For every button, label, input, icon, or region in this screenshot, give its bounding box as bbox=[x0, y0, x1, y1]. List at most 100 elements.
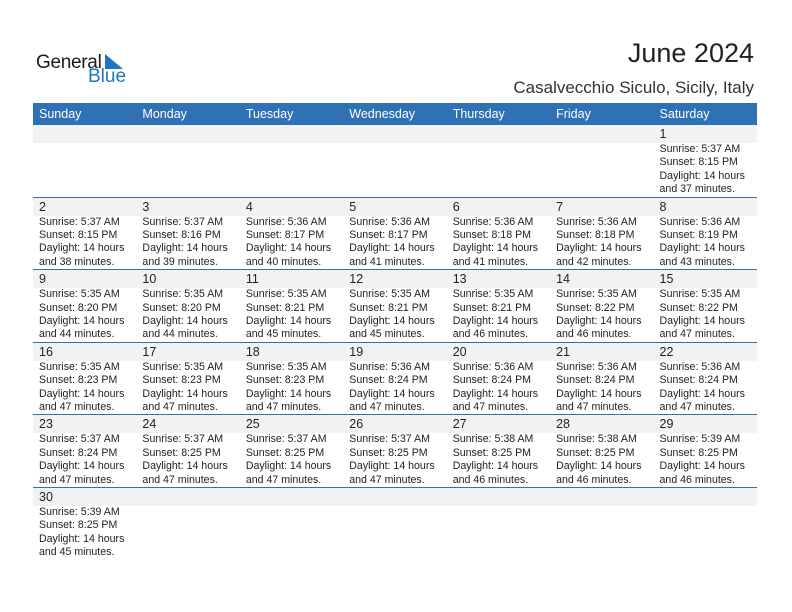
week-row: 16 Sunrise: 5:35 AM Sunset: 8:23 PM Dayligh… bbox=[33, 342, 757, 416]
empty-day-cell bbox=[447, 488, 550, 561]
empty-day-cell bbox=[654, 488, 757, 561]
sunset-text: Sunset: 8:24 PM bbox=[659, 374, 738, 387]
day-number: 2 bbox=[39, 199, 46, 214]
daylight-text: Daylight: 14 hours bbox=[659, 315, 745, 327]
day-cell: 21 Sunrise: 5:36 AM Sunset: 8:24 PM Dayligh… bbox=[550, 343, 653, 415]
daylight-text: Daylight: 14 hours bbox=[39, 242, 125, 255]
day-cell: 2 Sunrise: 5:37 AM Sunset: 8:15 PM Daylight… bbox=[33, 198, 136, 270]
day-cell: 16 Sunrise: 5:35 AM Sunset: 8:23 PM Dayligh… bbox=[33, 343, 136, 415]
day-cell: 26 Sunrise: 5:37 AM Sunset: 8:25 PM Dayligh… bbox=[343, 415, 446, 487]
weekday-friday: Friday bbox=[556, 107, 591, 121]
empty-day-cell bbox=[550, 488, 653, 561]
empty-day-cell bbox=[240, 125, 343, 197]
daylight-minutes-text: and 47 minutes. bbox=[349, 401, 425, 413]
daylight-minutes-text: and 44 minutes. bbox=[142, 328, 218, 341]
sunset-text: Sunset: 8:18 PM bbox=[452, 229, 532, 241]
sunrise-text: Sunrise: 5:39 AM bbox=[39, 505, 120, 518]
day-cell: 19 Sunrise: 5:36 AM Sunset: 8:24 PM Dayligh… bbox=[343, 343, 446, 415]
daylight-text: Daylight: 14 hours bbox=[659, 387, 745, 400]
calendar-weeks: 1 Sunrise: 5:37 AM Sunset: 8:15 PM Daylight… bbox=[33, 125, 757, 561]
daylight-text: Daylight: 14 hours bbox=[452, 242, 539, 255]
sunrise-text: Sunrise: 5:37 AM bbox=[39, 215, 120, 228]
sunset-text: Sunset: 8:17 PM bbox=[349, 229, 428, 241]
day-number: 13 bbox=[452, 272, 467, 287]
daylight-minutes-text: and 46 minutes. bbox=[452, 328, 529, 341]
sunrise-text: Sunrise: 5:37 AM bbox=[39, 433, 120, 446]
sunset-text: Sunset: 8:22 PM bbox=[556, 301, 635, 314]
daylight-text: Daylight: 14 hours bbox=[39, 315, 125, 327]
day-number: 28 bbox=[556, 417, 571, 432]
day-cell: 20 Sunrise: 5:36 AM Sunset: 8:24 PM Dayligh… bbox=[447, 343, 550, 415]
daylight-text: Daylight: 14 hours bbox=[349, 242, 435, 255]
day-cell: 12 Sunrise: 5:35 AM Sunset: 8:21 PM Dayligh… bbox=[343, 270, 446, 342]
day-number: 1 bbox=[659, 127, 667, 141]
day-number: 3 bbox=[142, 199, 150, 214]
weekday-saturday: Saturday bbox=[659, 107, 710, 121]
sunrise-text: Sunrise: 5:35 AM bbox=[39, 360, 120, 373]
day-number: 26 bbox=[349, 417, 364, 432]
sunrise-text: Sunrise: 5:35 AM bbox=[142, 288, 224, 301]
sunrise-text: Sunrise: 5:36 AM bbox=[349, 360, 430, 373]
weekday-thursday: Thursday bbox=[452, 107, 505, 121]
day-number: 7 bbox=[556, 199, 564, 214]
day-cell: 24 Sunrise: 5:37 AM Sunset: 8:25 PM Dayligh… bbox=[136, 415, 239, 487]
sunset-text: Sunset: 8:20 PM bbox=[39, 301, 118, 314]
sunset-text: Sunset: 8:15 PM bbox=[659, 156, 738, 169]
daylight-text: Daylight: 14 hours bbox=[142, 460, 228, 473]
sunrise-text: Sunrise: 5:37 AM bbox=[142, 215, 224, 228]
daylight-minutes-text: and 45 minutes. bbox=[39, 546, 115, 559]
day-number: 30 bbox=[39, 489, 53, 504]
sunrise-text: Sunrise: 5:36 AM bbox=[245, 215, 327, 228]
week-row: 23 Sunrise: 5:37 AM Sunset: 8:24 PM Dayligh… bbox=[33, 415, 757, 488]
sunrise-text: Sunrise: 5:37 AM bbox=[142, 433, 224, 446]
daylight-minutes-text: and 38 minutes. bbox=[39, 255, 115, 268]
day-cell: 18 Sunrise: 5:35 AM Sunset: 8:23 PM Dayligh… bbox=[240, 343, 343, 415]
daylight-text: Daylight: 14 hours bbox=[659, 169, 745, 182]
sunrise-text: Sunrise: 5:35 AM bbox=[349, 288, 430, 301]
sunset-text: Sunset: 8:23 PM bbox=[245, 374, 325, 387]
daylight-minutes-text: and 47 minutes. bbox=[556, 401, 632, 413]
sunset-text: Sunset: 8:25 PM bbox=[245, 446, 325, 459]
sunrise-text: Sunrise: 5:37 AM bbox=[659, 143, 741, 155]
daylight-text: Daylight: 14 hours bbox=[452, 315, 539, 327]
sunrise-text: Sunrise: 5:36 AM bbox=[452, 360, 534, 373]
sunrise-text: Sunrise: 5:39 AM bbox=[659, 433, 741, 446]
daylight-text: Daylight: 14 hours bbox=[349, 460, 435, 473]
day-number: 4 bbox=[245, 199, 253, 214]
daylight-minutes-text: and 46 minutes. bbox=[556, 473, 632, 486]
sunrise-text: Sunrise: 5:36 AM bbox=[452, 215, 534, 228]
empty-day-cell bbox=[447, 125, 550, 197]
weekday-sunday: Sunday bbox=[39, 107, 82, 121]
location-subtitle: Casalvecchio Siculo, Sicily, Italy bbox=[513, 78, 754, 97]
day-number: 9 bbox=[39, 272, 46, 287]
day-number: 21 bbox=[556, 344, 571, 359]
sunset-text: Sunset: 8:23 PM bbox=[142, 374, 221, 387]
daylight-text: Daylight: 14 hours bbox=[556, 387, 642, 400]
sunrise-text: Sunrise: 5:35 AM bbox=[142, 360, 224, 373]
daylight-minutes-text: and 47 minutes. bbox=[245, 473, 322, 486]
sunset-text: Sunset: 8:21 PM bbox=[245, 301, 325, 314]
daylight-text: Daylight: 14 hours bbox=[452, 387, 539, 400]
day-number: 16 bbox=[39, 344, 53, 359]
sunset-text: Sunset: 8:24 PM bbox=[39, 446, 118, 459]
day-cell: 14 Sunrise: 5:35 AM Sunset: 8:22 PM Dayligh… bbox=[550, 270, 653, 342]
daylight-minutes-text: and 40 minutes. bbox=[245, 255, 322, 268]
logo-word-blue: Blue bbox=[88, 66, 127, 87]
weekday-wednesday: Wednesday bbox=[349, 107, 416, 121]
daylight-minutes-text: and 46 minutes. bbox=[659, 473, 735, 486]
day-number: 6 bbox=[452, 199, 460, 214]
sunset-text: Sunset: 8:21 PM bbox=[452, 301, 532, 314]
daylight-minutes-text: and 47 minutes. bbox=[142, 473, 218, 486]
day-number: 27 bbox=[452, 417, 467, 432]
sunrise-text: Sunrise: 5:35 AM bbox=[39, 288, 120, 301]
empty-day-cell bbox=[33, 125, 136, 197]
day-cell: 9 Sunrise: 5:35 AM Sunset: 8:20 PM Daylight… bbox=[33, 270, 136, 342]
week-row: 2 Sunrise: 5:37 AM Sunset: 8:15 PM Daylight… bbox=[33, 197, 757, 271]
daylight-minutes-text: and 47 minutes. bbox=[39, 473, 115, 486]
sunrise-text: Sunrise: 5:36 AM bbox=[659, 215, 741, 228]
daylight-minutes-text: and 47 minutes. bbox=[142, 401, 218, 413]
day-cell: 1 Sunrise: 5:37 AM Sunset: 8:15 PM Daylight… bbox=[654, 125, 757, 197]
day-cell: 15 Sunrise: 5:35 AM Sunset: 8:22 PM Dayligh… bbox=[654, 270, 757, 342]
daylight-text: Daylight: 14 hours bbox=[245, 315, 332, 327]
